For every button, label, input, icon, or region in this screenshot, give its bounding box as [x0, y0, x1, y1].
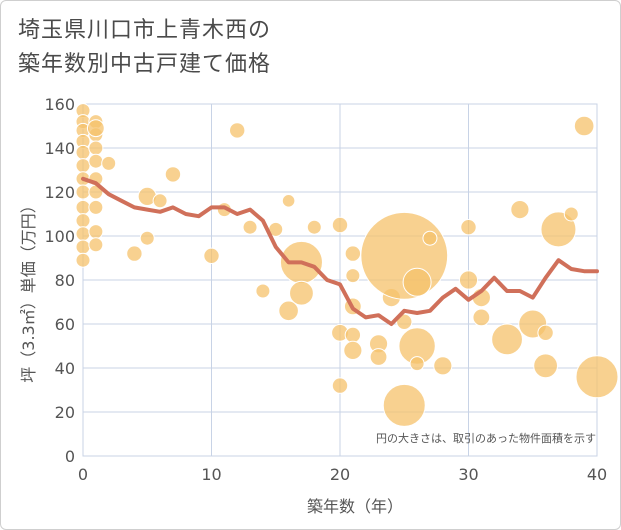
average-price-line [81, 176, 599, 326]
y-tick-label: 160 [44, 95, 75, 114]
data-bubble [369, 348, 388, 366]
data-bubble [75, 213, 91, 229]
y-tick-label: 0 [65, 447, 75, 466]
data-bubble [343, 340, 363, 360]
data-bubble [460, 219, 477, 236]
chart-title: 埼玉県川口市上青木西の 築年数別中古戸建て価格 [18, 14, 271, 82]
data-bubble [242, 219, 258, 235]
y-tick-label: 120 [44, 183, 75, 202]
data-bubble [510, 200, 530, 220]
data-bubble [75, 252, 91, 268]
data-bubble [458, 270, 479, 290]
data-bubble [255, 283, 271, 299]
data-bubble [75, 239, 91, 255]
data-bubble [306, 219, 322, 235]
data-bubble [331, 216, 349, 234]
data-bubble [75, 199, 91, 215]
data-bubble [472, 308, 491, 327]
data-bubble [126, 245, 143, 262]
x-axis-label: 築年数（年） [307, 497, 403, 516]
data-bubble [88, 199, 104, 215]
chart-title-line2: 築年数別中古戸建て価格 [18, 52, 272, 77]
y-tick-label: 80 [55, 271, 75, 290]
data-bubble [86, 119, 105, 138]
y-tick-label: 60 [55, 315, 75, 334]
data-bubble [88, 224, 104, 240]
data-bubble [573, 115, 595, 137]
data-bubble [396, 313, 413, 330]
data-bubble [203, 247, 220, 265]
x-tick-label: 10 [201, 465, 221, 484]
data-bubble [88, 237, 104, 253]
data-bubble [278, 300, 299, 322]
chart-title-line1: 埼玉県川口市上青木西の [18, 18, 272, 43]
y-axis-label: 坪（3.3㎡）単価（万円） [19, 197, 38, 382]
data-bubble [229, 122, 246, 139]
data-bubble [164, 166, 182, 183]
x-tick-label: 0 [78, 465, 88, 484]
x-tick-label: 20 [330, 465, 350, 484]
x-tick-label: 40 [587, 465, 607, 484]
data-bubble [533, 353, 558, 379]
data-bubble [491, 323, 523, 356]
data-bubble [75, 158, 91, 174]
bubble-size-note: 円の大きさは、取引のあった物件面積を示す [376, 431, 596, 445]
data-bubble [88, 153, 104, 169]
data-bubble [433, 356, 453, 376]
data-bubble [88, 140, 104, 156]
x-axis-ticks: 0 10 20 30 40 [78, 465, 607, 484]
y-axis-ticks: 0 20 40 60 80 100 120 140 160 [44, 95, 75, 466]
data-bubble [75, 184, 91, 200]
y-tick-label: 140 [44, 139, 75, 158]
data-bubble [402, 267, 432, 297]
data-bubble [139, 230, 155, 246]
data-bubble [344, 245, 362, 262]
data-bubble [281, 194, 296, 208]
data-bubble [422, 230, 438, 246]
data-bubble [101, 155, 117, 171]
data-bubble [409, 356, 425, 372]
y-tick-label: 40 [55, 359, 75, 378]
data-bubble [289, 280, 314, 306]
data-bubble [152, 193, 168, 209]
data-bubble [540, 211, 577, 248]
data-bubble [537, 324, 554, 341]
data-bubble [75, 226, 91, 242]
data-bubble [75, 144, 91, 160]
y-tick-label: 100 [44, 227, 75, 246]
data-bubble [575, 355, 619, 399]
y-tick-label: 20 [55, 403, 75, 422]
x-tick-label: 30 [458, 465, 478, 484]
data-bubble [331, 377, 349, 394]
data-bubble [344, 326, 362, 344]
data-bubble [563, 206, 579, 222]
data-bubble [382, 383, 426, 427]
data-bubble [345, 268, 361, 284]
